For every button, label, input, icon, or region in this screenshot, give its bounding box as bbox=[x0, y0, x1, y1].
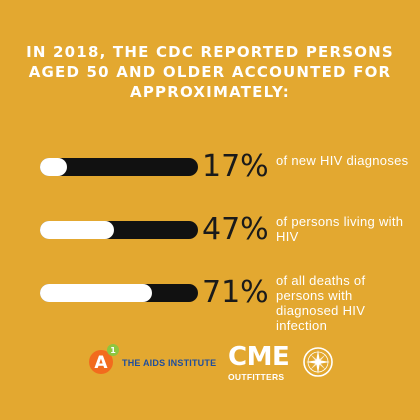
logo-mark-letter: A bbox=[94, 353, 108, 373]
outfitters-wordmark: OUTFITTERS bbox=[228, 372, 285, 382]
stat-percentage: 71% bbox=[202, 275, 269, 310]
stat-description: of all deaths of persons with diagnosed … bbox=[276, 273, 366, 333]
stat-living-with-hiv: 47% of persons living with HIV bbox=[0, 213, 420, 283]
aids-institute-mark-icon: A 1 bbox=[89, 344, 119, 374]
progress-bar bbox=[40, 158, 198, 176]
compass-icon bbox=[303, 347, 333, 377]
aids-institute-name: THE AIDS INSTITUTE bbox=[122, 358, 217, 368]
logo-mark-superscript: 1 bbox=[110, 346, 116, 355]
headline: In 2018, the CDC reported persons aged 5… bbox=[26, 43, 394, 101]
stat-new-diagnoses: 17% of new HIV diagnoses bbox=[0, 150, 420, 220]
progress-fill bbox=[40, 158, 67, 176]
progress-bar bbox=[40, 284, 198, 302]
stat-description: of persons living with HIV bbox=[276, 214, 404, 244]
stat-description: of new HIV diagnoses bbox=[276, 153, 409, 168]
progress-fill bbox=[40, 284, 152, 302]
stat-percentage: 17% bbox=[202, 149, 269, 184]
cme-wordmark: CME bbox=[228, 342, 290, 372]
stat-deaths: 71% of all deaths of persons with diagno… bbox=[0, 273, 420, 346]
cme-outfitters-logo: CME OUTFITTERS bbox=[228, 342, 338, 384]
progress-fill bbox=[40, 221, 114, 239]
stat-percentage: 47% bbox=[202, 212, 269, 247]
progress-bar bbox=[40, 221, 198, 239]
